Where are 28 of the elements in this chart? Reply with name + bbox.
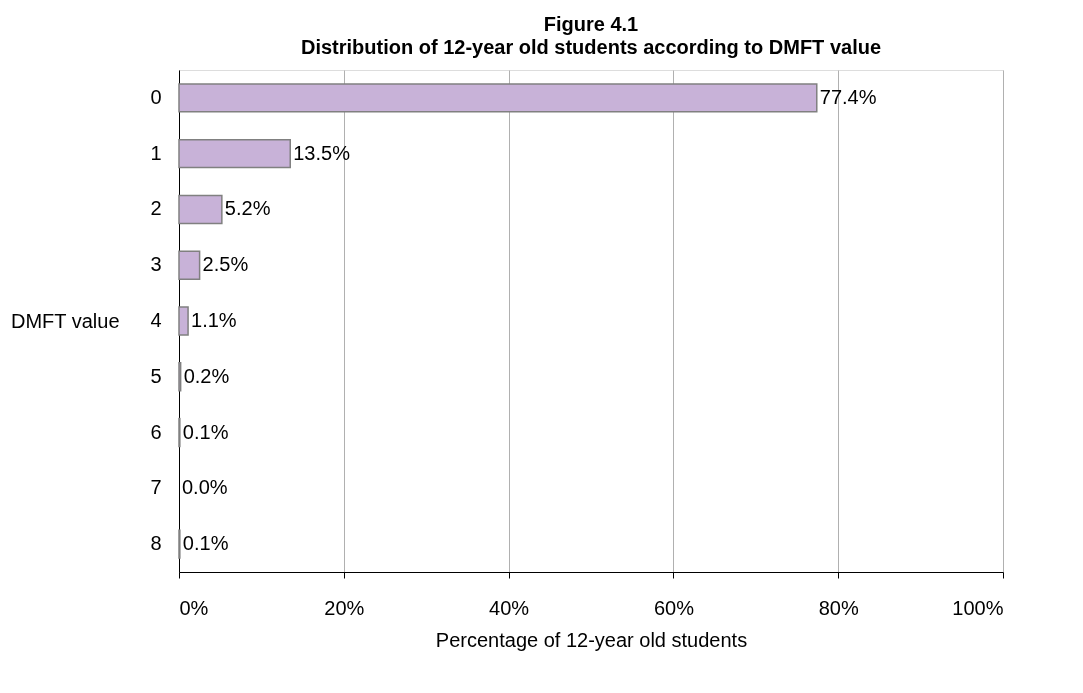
x-tick-label: 0% — [179, 596, 209, 619]
y-tick-label: 8 — [150, 532, 162, 555]
x-tick-label: 80% — [818, 596, 859, 619]
x-axis-title: Percentage of 12-year old students — [435, 628, 748, 651]
y-tick-label: 7 — [150, 476, 162, 499]
y-tick-label: 4 — [150, 309, 162, 331]
data-label: 0.0% — [182, 476, 228, 499]
y-tick-label: 5 — [150, 364, 162, 387]
y-tick-label: 3 — [150, 253, 162, 276]
chart-title: Figure 4.1 — [543, 13, 639, 35]
x-tick-label: 60% — [653, 596, 695, 619]
x-tick-label: 20% — [324, 596, 365, 619]
data-label: 2.5% — [202, 253, 249, 276]
data-label: 0.1% — [182, 420, 229, 443]
x-tick-label: 40% — [489, 596, 530, 619]
chart-subtitle: Distribution of 12-year old students according to DMFT value — [300, 36, 882, 58]
y-tick-label: 2 — [150, 197, 162, 220]
data-label: 77.4% — [819, 85, 877, 108]
data-label: 0.1% — [182, 532, 229, 555]
y-tick-label: 1 — [150, 141, 162, 164]
y-axis-title: DMFT value — [10, 309, 120, 332]
data-label: 5.2% — [224, 197, 271, 220]
x-tick-label: 100% — [952, 596, 1004, 619]
data-label: 1.1% — [191, 309, 237, 331]
data-label: 13.5% — [293, 141, 351, 164]
data-label: 0.2% — [183, 364, 230, 387]
y-tick-label: 0 — [150, 85, 162, 108]
y-tick-label: 6 — [150, 420, 162, 443]
